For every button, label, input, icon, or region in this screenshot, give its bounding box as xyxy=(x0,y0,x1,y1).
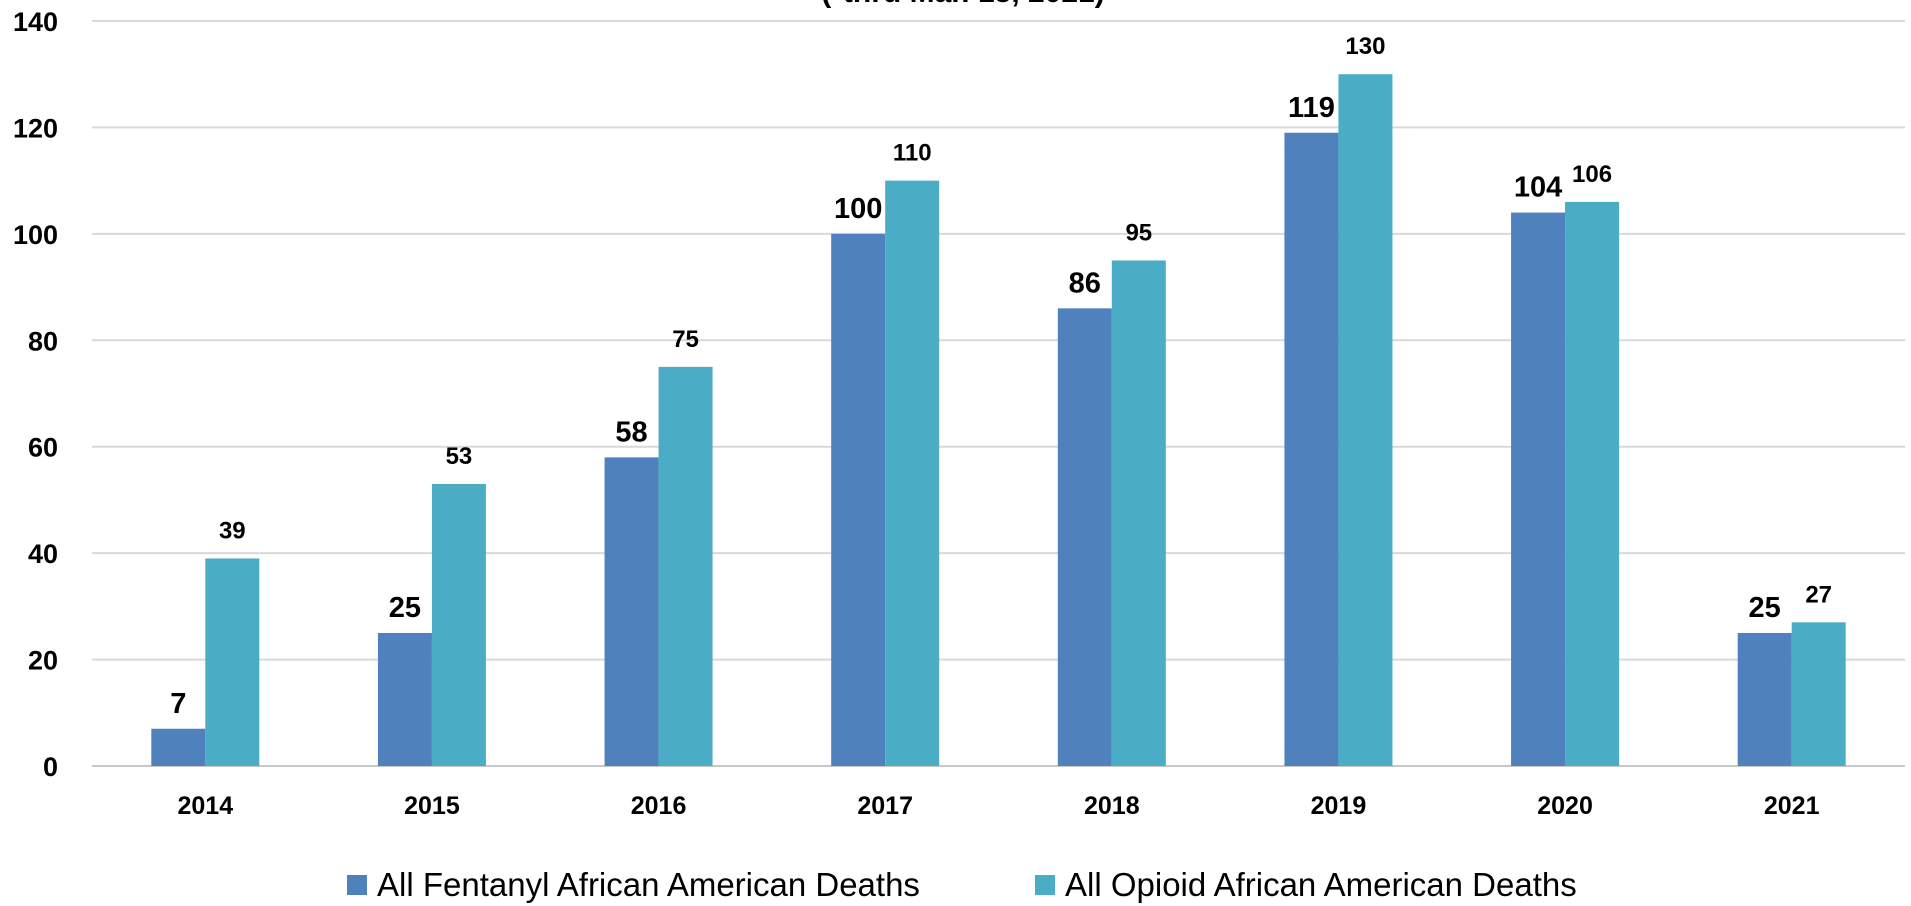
bar-fentanyl-2016 xyxy=(604,457,659,766)
bar-opioid-2020 xyxy=(1565,201,1620,766)
legend: All Fentanyl African American Deaths All … xyxy=(347,866,1577,903)
bar-fentanyl-2015 xyxy=(377,632,432,766)
x-tick-label: 2018 xyxy=(1084,792,1140,820)
data-label: 110 xyxy=(893,140,932,167)
legend-label: All Opioid African American Deaths xyxy=(1065,866,1577,903)
y-tick-label: 40 xyxy=(28,539,58,569)
data-label: 106 xyxy=(1572,161,1612,188)
bar-fentanyl-2021 xyxy=(1737,632,1792,766)
data-label: 39 xyxy=(219,517,246,544)
bar-opioid-2019 xyxy=(1338,74,1393,766)
bar-opioid-2015 xyxy=(431,483,486,766)
x-axis-ticks: 2014 2015 2016 2017 2018 2019 2020 2021 xyxy=(178,792,1820,820)
data-label: 75 xyxy=(672,326,699,353)
bar-opioid-2018 xyxy=(1111,260,1166,766)
data-label: 95 xyxy=(1125,219,1152,246)
data-label: 25 xyxy=(389,592,421,624)
x-tick-label: 2021 xyxy=(1764,792,1820,820)
gridlines xyxy=(92,20,1905,767)
bar-opioid-2017 xyxy=(885,180,940,767)
y-tick-label: 120 xyxy=(13,113,58,143)
chart-subtitle: (*thru Mar. 15, 2021) xyxy=(821,0,1104,9)
legend-label: All Fentanyl African American Deaths xyxy=(377,866,920,903)
data-label: 130 xyxy=(1345,33,1385,60)
data-label: 58 xyxy=(615,416,647,448)
data-label: 25 xyxy=(1749,592,1781,624)
y-axis-ticks: 0 20 40 60 80 100 120 140 xyxy=(13,7,58,782)
x-tick-label: 2017 xyxy=(857,792,913,820)
data-labels: 7 39 25 53 58 75 100 110 86 95 119 130 104 106 25 27 xyxy=(170,33,1832,720)
y-tick-label: 20 xyxy=(28,646,58,676)
bar-opioid-2021 xyxy=(1791,622,1846,766)
data-label: 104 xyxy=(1514,172,1562,204)
data-label: 7 xyxy=(170,688,186,720)
legend-swatch xyxy=(347,875,367,895)
data-label: 100 xyxy=(834,193,882,225)
bar-fentanyl-2014 xyxy=(151,728,206,766)
legend-swatch xyxy=(1035,875,1055,895)
data-label: 86 xyxy=(1069,267,1101,299)
data-label: 119 xyxy=(1288,92,1335,124)
bar-fentanyl-2020 xyxy=(1511,212,1566,767)
x-tick-label: 2020 xyxy=(1537,792,1593,820)
bar-opioid-2014 xyxy=(205,558,260,766)
data-label: 27 xyxy=(1805,581,1832,608)
bar-fentanyl-2018 xyxy=(1057,308,1112,766)
bar-opioid-2016 xyxy=(658,366,713,766)
bar-fentanyl-2019 xyxy=(1284,132,1339,766)
bar-fentanyl-2017 xyxy=(831,233,886,766)
x-tick-label: 2016 xyxy=(631,792,687,820)
y-tick-label: 60 xyxy=(28,433,58,463)
y-tick-label: 80 xyxy=(28,326,58,356)
y-tick-label: 140 xyxy=(13,7,58,37)
data-label: 53 xyxy=(446,443,473,470)
y-tick-label: 100 xyxy=(13,220,58,250)
x-tick-label: 2019 xyxy=(1311,792,1367,820)
x-tick-label: 2014 xyxy=(178,792,234,820)
x-tick-label: 2015 xyxy=(404,792,460,820)
bars xyxy=(151,74,1846,767)
y-tick-label: 0 xyxy=(43,752,58,782)
